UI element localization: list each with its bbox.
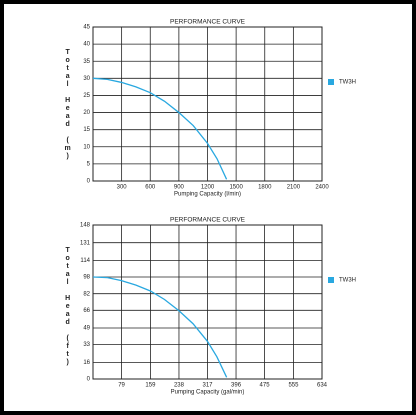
- y-tick-label: 25: [83, 93, 90, 99]
- legend-label: TW3H: [339, 80, 356, 86]
- x-tick-label: 1800: [258, 185, 272, 191]
- x-tick-label: 396: [231, 383, 242, 389]
- plot-frame: [92, 224, 323, 380]
- x-axis-label: Pumping Capacity (l/min): [174, 192, 241, 198]
- chart-title: PERFORMANCE CURVE: [170, 217, 246, 224]
- y-tick-label: 35: [83, 59, 90, 65]
- y-tick-label: 0: [87, 377, 91, 383]
- x-tick-label: 634: [317, 383, 328, 389]
- y-tick-label: 49: [83, 326, 90, 332]
- legend-swatch: [328, 277, 334, 283]
- x-tick-label: 555: [288, 383, 299, 389]
- legend-swatch: [328, 79, 334, 85]
- y-tick-label: 30: [83, 76, 90, 82]
- x-tick-label: 79: [118, 383, 125, 389]
- x-tick-label: 159: [145, 383, 156, 389]
- y-axis-label: Total Head (m): [64, 49, 71, 161]
- y-tick-label: 131: [80, 240, 91, 246]
- x-tick-label: 600: [145, 185, 156, 191]
- y-tick-label: 16: [83, 360, 90, 366]
- y-tick-label: 98: [83, 275, 90, 281]
- series-line: [92, 276, 228, 378]
- x-tick-label: 238: [174, 383, 185, 389]
- y-tick-label: 40: [83, 42, 90, 48]
- x-tick-label: 1200: [201, 185, 215, 191]
- x-tick-label: 2400: [315, 185, 329, 191]
- y-tick-label: 33: [83, 342, 90, 348]
- x-axis-label: Pumping Capacity (gal/min): [171, 390, 245, 396]
- x-tick-label: 900: [174, 185, 185, 191]
- legend-label: TW3H: [339, 278, 356, 284]
- x-tick-label: 2100: [287, 185, 301, 191]
- x-tick-label: 1500: [229, 185, 243, 191]
- y-tick-label: 114: [80, 258, 90, 264]
- x-tick-label: 317: [202, 383, 213, 389]
- chart-title: PERFORMANCE CURVE: [170, 19, 246, 26]
- y-tick-label: 20: [83, 110, 90, 116]
- y-tick-label: 0: [87, 179, 91, 185]
- y-tick-label: 45: [83, 25, 90, 31]
- y-tick-label: 148: [80, 223, 91, 229]
- x-tick-label: 475: [260, 383, 271, 389]
- y-tick-label: 82: [83, 291, 90, 297]
- y-axis-label: Total Head (ft): [64, 247, 71, 367]
- y-tick-label: 5: [87, 161, 91, 167]
- y-tick-label: 15: [83, 127, 90, 133]
- series-line: [92, 77, 228, 180]
- x-tick-label: 300: [117, 185, 128, 191]
- y-tick-label: 10: [83, 144, 90, 150]
- plot-frame: [92, 26, 323, 182]
- y-tick-label: 66: [83, 308, 90, 314]
